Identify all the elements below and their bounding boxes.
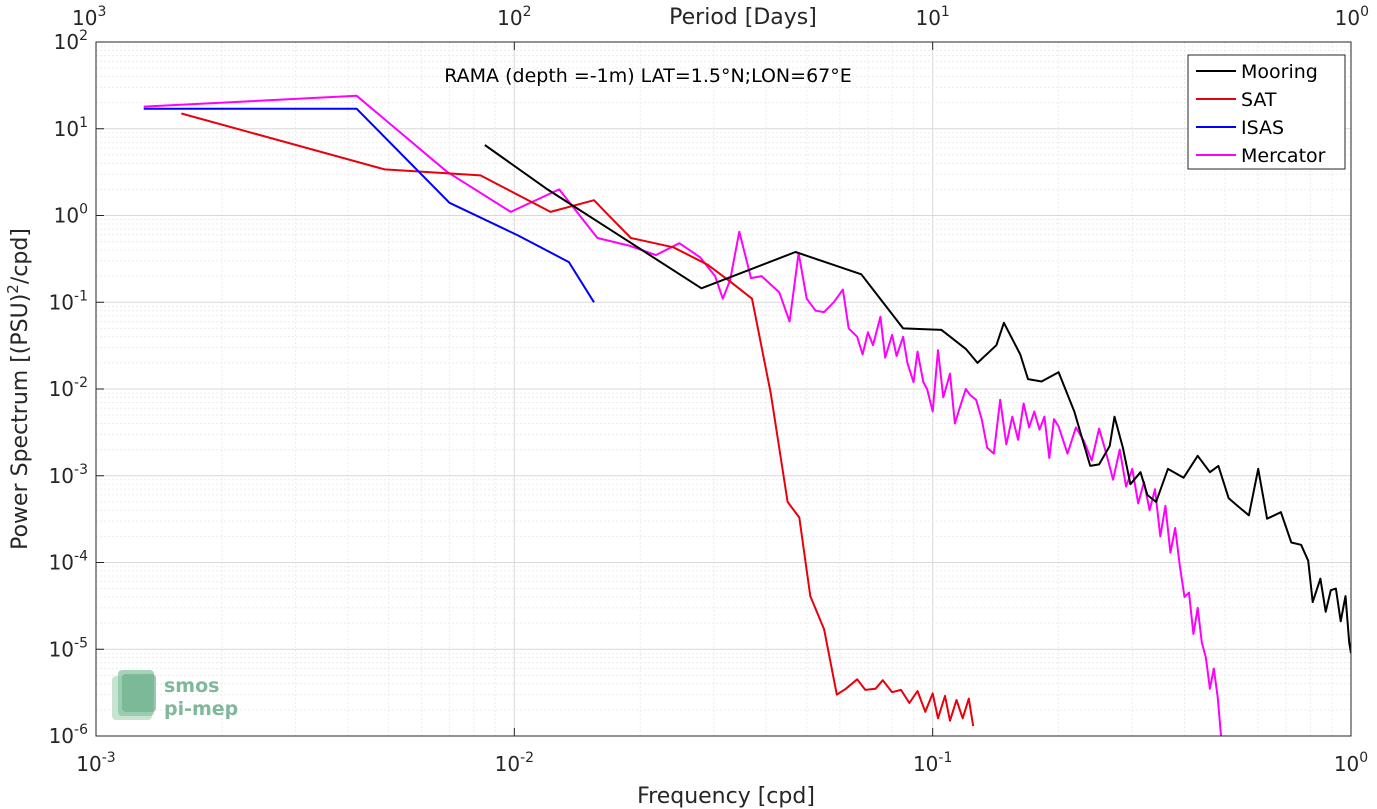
- smos-pi-mep-logo: smos pi-mep: [112, 670, 238, 720]
- y-tick-label: 100: [54, 202, 88, 228]
- legend-label-mooring: Mooring: [1241, 61, 1318, 83]
- y-tick-label: 102: [54, 28, 88, 54]
- y-tick-label: 10-4: [49, 549, 89, 575]
- y-tick-label: 10-1: [49, 288, 88, 314]
- x2-tick-label: 101: [915, 4, 949, 30]
- series-line-mooring: [484, 144, 1351, 654]
- x2-tick-label: 100: [1335, 4, 1369, 30]
- x-axis-label: Frequency [cpd]: [637, 784, 815, 809]
- y-tick-label: 10-5: [49, 635, 88, 661]
- y-tick-label: 10-6: [49, 722, 89, 748]
- legend-label-mercator: Mercator: [1241, 145, 1326, 167]
- x2-tick-label: 102: [497, 4, 531, 30]
- legend-box: [1187, 54, 1346, 170]
- series-layer: [143, 94, 1351, 736]
- logo-text-smos: smos: [164, 675, 219, 697]
- logo-text-pi-mep: pi-mep: [164, 698, 238, 720]
- legend: Mooring SAT ISAS Mercator: [1187, 54, 1346, 170]
- y-axis-label: Power Spectrum [(PSU)2/cpd]: [4, 228, 33, 550]
- x2-tick-label: 103: [72, 4, 106, 30]
- y-tick-label: 101: [54, 115, 88, 141]
- y-tick-label: 10-3: [49, 462, 88, 488]
- series-line-mercator: [143, 94, 1223, 736]
- x-tick-label: 100: [1334, 750, 1368, 776]
- x-tick-label: 10-2: [495, 750, 534, 776]
- y-tick-label: 10-2: [49, 375, 88, 401]
- grid: [95, 42, 1351, 737]
- series-line-sat: [181, 112, 975, 727]
- chart-title: RAMA (depth =-1m) LAT=1.5°N;LON=67°E: [444, 65, 852, 87]
- legend-label-sat: SAT: [1241, 89, 1277, 111]
- top-axis-label: Period [Days]: [669, 5, 817, 30]
- x-tick-label: 10-3: [76, 750, 115, 776]
- x-tick-label: 10-1: [913, 750, 952, 776]
- legend-label-isas: ISAS: [1241, 117, 1284, 139]
- series-line-isas: [143, 107, 595, 303]
